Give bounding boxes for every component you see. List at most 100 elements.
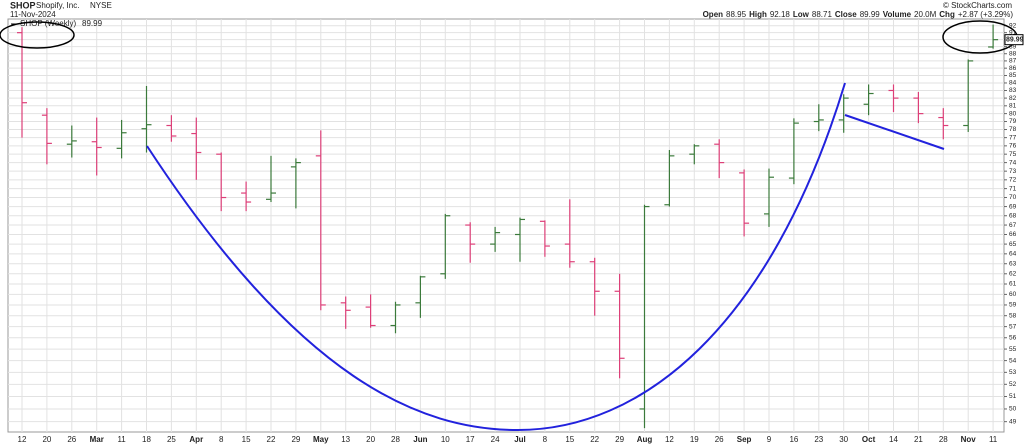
x-tick-label: 26 bbox=[67, 435, 76, 444]
x-tick-label: 29 bbox=[615, 435, 624, 444]
y-tick-label: 80 bbox=[1009, 110, 1017, 117]
x-tick-label: 11 bbox=[117, 435, 126, 444]
x-tick-label: Aug bbox=[637, 435, 653, 444]
y-tick-label: 49 bbox=[1009, 418, 1017, 425]
x-tick-label: Jul bbox=[514, 435, 526, 444]
x-tick-label: 12 bbox=[665, 435, 674, 444]
date: 11-Nov-2024 bbox=[10, 10, 56, 19]
x-tick-label: 20 bbox=[42, 435, 51, 444]
y-tick-label: 69 bbox=[1009, 203, 1017, 210]
x-tick-label: Mar bbox=[90, 435, 104, 444]
x-tick-label: 29 bbox=[291, 435, 300, 444]
legend-value: 89.99 bbox=[82, 19, 103, 28]
y-tick-label: 86 bbox=[1009, 65, 1017, 72]
last-price-label: 89.99 bbox=[1006, 37, 1024, 44]
y-tick-label: 66 bbox=[1009, 231, 1017, 238]
y-tick-label: 88 bbox=[1009, 50, 1017, 57]
info-label: Open bbox=[703, 10, 724, 19]
x-tick-label: 16 bbox=[789, 435, 798, 444]
y-tick-label: 77 bbox=[1009, 134, 1017, 141]
x-tick-label: 30 bbox=[839, 435, 848, 444]
x-tick-label: 10 bbox=[441, 435, 450, 444]
x-tick-label: 12 bbox=[18, 435, 27, 444]
info-value: 92.18 bbox=[770, 10, 791, 19]
x-tick-label: 18 bbox=[142, 435, 151, 444]
y-tick-label: 59 bbox=[1009, 302, 1017, 309]
y-tick-label: 72 bbox=[1009, 177, 1017, 184]
x-tick-label: 22 bbox=[267, 435, 276, 444]
x-tick-label: 28 bbox=[939, 435, 948, 444]
y-tick-label: 51 bbox=[1009, 393, 1017, 400]
x-tick-label: Apr bbox=[189, 435, 203, 444]
info-value: 88.71 bbox=[812, 10, 833, 19]
grid bbox=[8, 19, 1007, 432]
info-value: 88.95 bbox=[726, 10, 747, 19]
info-label: Close bbox=[835, 10, 857, 19]
x-tick-label: 21 bbox=[914, 435, 923, 444]
y-tick-label: 68 bbox=[1009, 212, 1017, 219]
y-tick-label: 60 bbox=[1009, 291, 1017, 298]
exchange: NYSE bbox=[90, 1, 112, 10]
y-tick-label: 73 bbox=[1009, 168, 1017, 175]
x-tick-label: 8 bbox=[219, 435, 224, 444]
handle-line bbox=[844, 114, 945, 150]
y-tick-label: 71 bbox=[1009, 185, 1017, 192]
legend-label: SHOP (Weekly) bbox=[20, 19, 76, 28]
y-tick-label: 83 bbox=[1009, 87, 1017, 94]
y-tick-label: 67 bbox=[1009, 222, 1017, 229]
x-tick-label: 15 bbox=[565, 435, 574, 444]
y-tick-label: 58 bbox=[1009, 312, 1017, 319]
y-tick-label: 82 bbox=[1009, 95, 1017, 102]
info-label: High bbox=[749, 10, 767, 19]
x-tick-label: 19 bbox=[690, 435, 699, 444]
y-tick-label: 92 bbox=[1009, 23, 1017, 30]
x-tick-label: 14 bbox=[889, 435, 898, 444]
info-value: 20.0M bbox=[914, 10, 937, 19]
y-tick-label: 76 bbox=[1009, 143, 1017, 150]
x-tick-label: 15 bbox=[242, 435, 251, 444]
circle-annotation bbox=[0, 21, 75, 49]
y-tick-label: 55 bbox=[1009, 346, 1017, 353]
ticker: SHOP bbox=[10, 0, 36, 10]
y-tick-label: 53 bbox=[1009, 369, 1017, 376]
x-tick-label: May bbox=[313, 435, 329, 444]
x-tick-label: 22 bbox=[590, 435, 599, 444]
y-tick-label: 89 bbox=[1009, 43, 1017, 50]
x-tick-label: Oct bbox=[862, 435, 876, 444]
y-tick-label: 87 bbox=[1009, 58, 1017, 65]
y-tick-label: 79 bbox=[1009, 118, 1017, 125]
info-label: Volume bbox=[883, 10, 912, 19]
y-tick-label: 75 bbox=[1009, 151, 1017, 158]
x-tick-label: 11 bbox=[989, 435, 998, 444]
y-tick-label: 63 bbox=[1009, 260, 1017, 267]
y-tick-label: 64 bbox=[1009, 251, 1017, 258]
y-tick-label: 56 bbox=[1009, 334, 1017, 341]
x-tick-label: 20 bbox=[366, 435, 375, 444]
x-tick-label: Nov bbox=[961, 435, 977, 444]
x-tick-label: Sep bbox=[737, 435, 752, 444]
x-tick-label: 9 bbox=[767, 435, 772, 444]
y-tick-label: 84 bbox=[1009, 80, 1017, 87]
y-tick-label: 54 bbox=[1009, 357, 1017, 364]
y-tick-label: 74 bbox=[1009, 159, 1017, 166]
bars bbox=[17, 24, 999, 429]
last-price-box bbox=[1004, 34, 1024, 46]
y-tick-label: 85 bbox=[1009, 72, 1017, 79]
info-label: Chg bbox=[939, 10, 955, 19]
y-tick-label: 57 bbox=[1009, 323, 1017, 330]
info-value: 89.99 bbox=[860, 10, 881, 19]
y-tick-label: 62 bbox=[1009, 271, 1017, 278]
y-tick-label: 50 bbox=[1009, 406, 1017, 413]
x-tick-label: 24 bbox=[491, 435, 500, 444]
info-value: +2.87 (+3.29%) bbox=[958, 10, 1013, 19]
x-tick-label: 17 bbox=[466, 435, 475, 444]
quote-info: Open 88.95 High 92.18 Low 88.71 Close 89.99 Volu… bbox=[703, 10, 1014, 19]
company: Shopify, Inc. bbox=[36, 1, 79, 10]
y-tick-label: 65 bbox=[1009, 241, 1017, 248]
x-tick-label: 13 bbox=[341, 435, 350, 444]
info-label: Low bbox=[793, 10, 810, 19]
y-tick-label: 81 bbox=[1009, 103, 1017, 110]
y-tick-label: 78 bbox=[1009, 126, 1017, 133]
x-tick-label: Jun bbox=[413, 435, 427, 444]
